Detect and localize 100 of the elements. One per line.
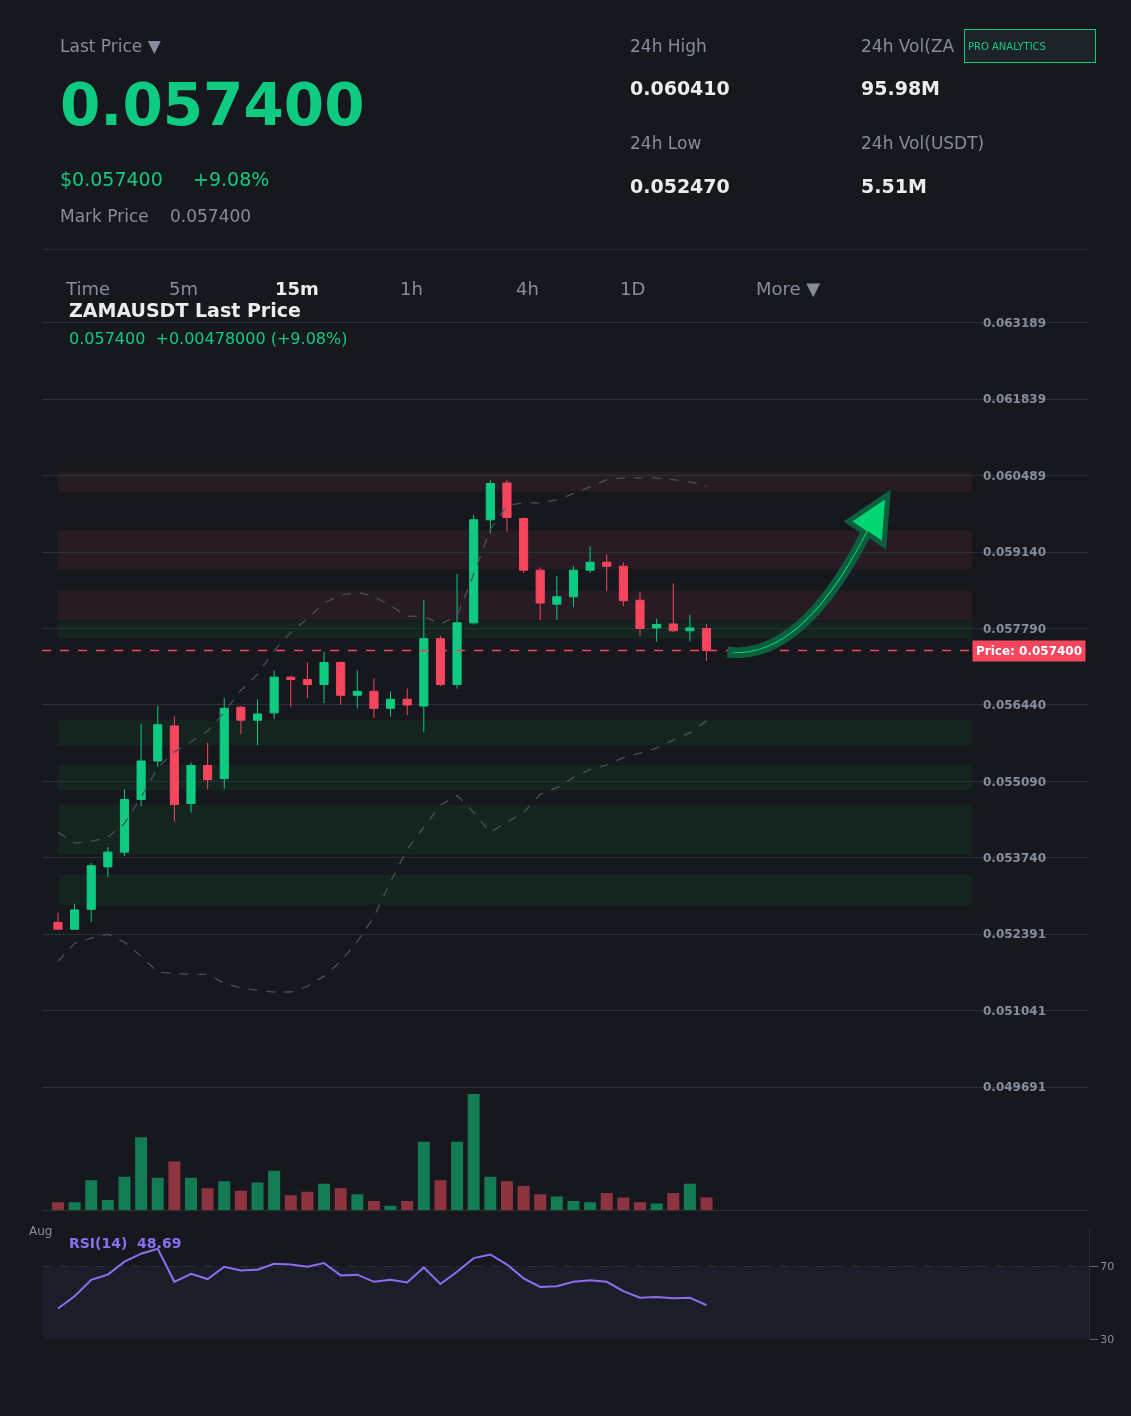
- text: 4h: [516, 278, 539, 299]
- bar: [268, 1170, 281, 1211]
- bar: [617, 1197, 630, 1211]
- bar: [367, 1201, 380, 1211]
- annotation: Aug: [29, 1224, 53, 1238]
- y-tick-label: 0.056440: [982, 698, 1046, 713]
- candlestick: [352, 669, 362, 709]
- candlestick: [119, 788, 130, 857]
- bar: [700, 1197, 713, 1211]
- bar: [634, 1202, 646, 1211]
- text: 15m: [275, 278, 319, 299]
- text: +9.08%: [193, 168, 270, 190]
- candlestick: [252, 698, 263, 746]
- bar: [417, 1141, 430, 1211]
- y-tick-label: 30: [1100, 1333, 1115, 1347]
- y-tick-label: 0.057790: [982, 621, 1046, 636]
- candlestick: [302, 661, 312, 699]
- bar: [135, 1137, 148, 1211]
- candlestick: [668, 582, 678, 633]
- text: 24h Vol(USDT): [861, 133, 985, 153]
- candlestick: [53, 912, 63, 931]
- candlestick: [336, 660, 346, 706]
- chart-title: RSI(14) 48.69: [69, 1235, 182, 1251]
- text: 1h: [400, 278, 423, 299]
- candlestick: [203, 742, 213, 790]
- bar: [251, 1182, 264, 1211]
- candlestick: [618, 561, 628, 607]
- bar: [550, 1196, 563, 1211]
- bar: [467, 1094, 480, 1211]
- candlestick: [485, 479, 495, 534]
- candlestick: [153, 705, 163, 768]
- y-tick-label: 0.061839: [982, 392, 1046, 407]
- candlestick: [402, 688, 412, 716]
- text: 24h High: [630, 36, 707, 56]
- text: Time: [65, 278, 111, 299]
- candlestick: [685, 614, 695, 643]
- candlestick: [186, 762, 196, 814]
- candlestick: [236, 705, 246, 735]
- y-tick-label: 70: [1100, 1259, 1115, 1273]
- bar: [534, 1194, 547, 1211]
- y-tick-label: 0.053740: [982, 851, 1046, 866]
- bar: [234, 1190, 247, 1211]
- candlestick: [419, 599, 429, 733]
- candlestick: [269, 669, 279, 720]
- bar: [517, 1185, 530, 1211]
- candlestick: [519, 517, 529, 574]
- bar: [434, 1180, 447, 1211]
- candlestick: [535, 566, 545, 621]
- candlestick: [103, 846, 113, 878]
- text: 1D: [620, 278, 646, 299]
- candlestick: [286, 676, 296, 708]
- bar: [500, 1181, 513, 1211]
- bar: [218, 1181, 231, 1211]
- text: Mark Price: [60, 206, 149, 226]
- text: 24h Vol(ZA: [861, 36, 955, 56]
- candlestick: [86, 862, 96, 923]
- candlestick: [652, 618, 662, 643]
- text: 0.052470: [630, 175, 730, 197]
- text: Last Price ▼: [60, 36, 162, 56]
- bar: [683, 1183, 696, 1211]
- y-tick-label: 0.055090: [982, 774, 1046, 789]
- candlestick: [136, 723, 146, 807]
- candlestick: [469, 514, 479, 626]
- bar: [118, 1176, 131, 1211]
- bar: [51, 1202, 64, 1211]
- y-tick-label: 0.060489: [982, 468, 1046, 483]
- candlestick: [385, 690, 396, 718]
- text: 0.057400: [60, 71, 365, 139]
- line-series: [57, 720, 708, 993]
- candlestick: [319, 651, 329, 704]
- bar: [101, 1199, 114, 1211]
- y-tick-label: 0.052391: [982, 927, 1046, 942]
- text: 95.98M: [861, 77, 941, 99]
- candlestick: [585, 545, 595, 574]
- bar: [401, 1201, 414, 1211]
- candlestick: [219, 697, 229, 790]
- candlestick: [568, 565, 579, 608]
- text: 24h Low: [630, 133, 702, 153]
- text: 5.51M: [861, 175, 927, 197]
- candlestick: [70, 903, 80, 931]
- candlestick: [552, 575, 562, 621]
- ref-line-label: Price: 0.057400: [976, 644, 1083, 658]
- bar: [584, 1202, 597, 1211]
- text: PRO ANALYTICS: [968, 40, 1046, 52]
- candlestick: [635, 591, 645, 637]
- bar: [351, 1194, 364, 1211]
- y-tick-label: 0.059140: [982, 545, 1046, 560]
- bar: [168, 1161, 181, 1211]
- chart-title: ZAMAUSDT Last Price: [69, 299, 301, 321]
- bar: [284, 1195, 297, 1211]
- y-tick-label: 0.063189: [982, 315, 1046, 330]
- bar: [201, 1188, 214, 1211]
- bar: [451, 1141, 464, 1211]
- candlestick: [452, 573, 462, 690]
- bar: [484, 1176, 497, 1211]
- bar: [68, 1202, 81, 1211]
- candlestick: [169, 715, 179, 823]
- candlestick: [502, 479, 512, 533]
- text: 0.057400: [170, 206, 252, 226]
- bar: [85, 1180, 98, 1211]
